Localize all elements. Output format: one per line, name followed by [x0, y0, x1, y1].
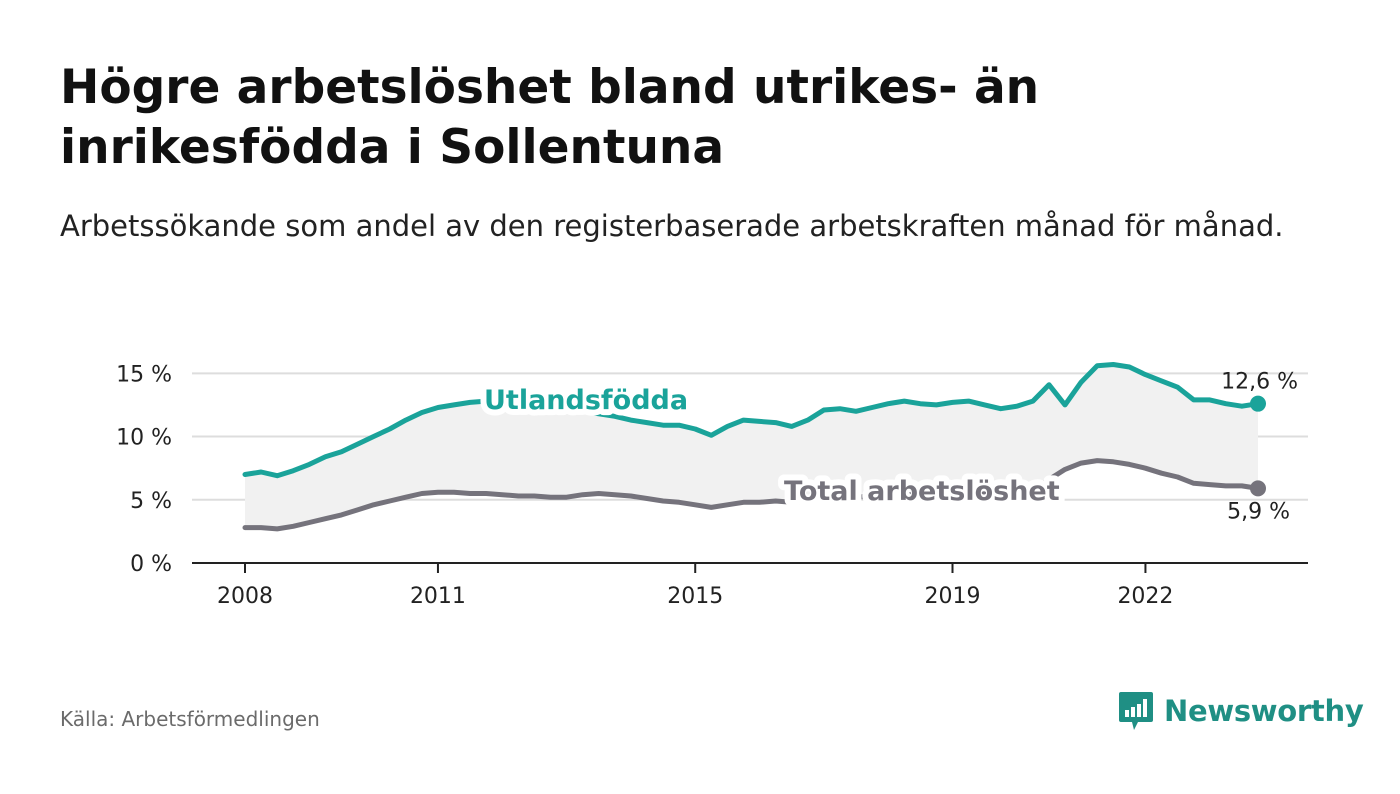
foreign-born-end-value: 12,6 %: [1221, 370, 1298, 395]
brand-name: Newsworthy: [1164, 694, 1364, 728]
y-tick-label: 0 %: [130, 552, 172, 577]
chart-subtitle: Arbetssökande som andel av den registerb…: [60, 209, 1284, 243]
newsworthy-logo-icon: [1119, 692, 1153, 730]
foreign-born-series-line: [242, 362, 1261, 479]
x-tick-label: 2019: [924, 584, 980, 609]
line-chart: 0 % 5 % 10 % 15 % 2008 2011 2015 2019 2022 Utland…: [116, 362, 1308, 609]
newsworthy-logo[interactable]: Newsworthy: [1118, 690, 1364, 732]
foreign-born-series-label: Utlandsfödda: [484, 385, 688, 416]
foreign-born-end-dot: [1250, 395, 1266, 412]
source-note: Källa: Arbetsförmedlingen: [60, 707, 320, 731]
x-tick-label: 2011: [410, 584, 466, 609]
total-end-dot: [1250, 480, 1266, 497]
x-tick-label: 2008: [217, 584, 273, 609]
y-tick-label: 15 %: [116, 362, 172, 387]
total-series-label: Total arbetslöshet: [784, 476, 1060, 507]
chart-title: Högre arbetslöshet bland utrikes- än inr…: [60, 60, 1040, 175]
y-tick-label: 10 %: [116, 426, 172, 451]
y-tick-label: 5 %: [130, 489, 172, 514]
x-tick-label: 2022: [1117, 584, 1173, 609]
x-tick-label: 2015: [667, 584, 723, 609]
total-series-line: [242, 458, 1261, 532]
total-end-value: 5,9 %: [1227, 499, 1290, 524]
